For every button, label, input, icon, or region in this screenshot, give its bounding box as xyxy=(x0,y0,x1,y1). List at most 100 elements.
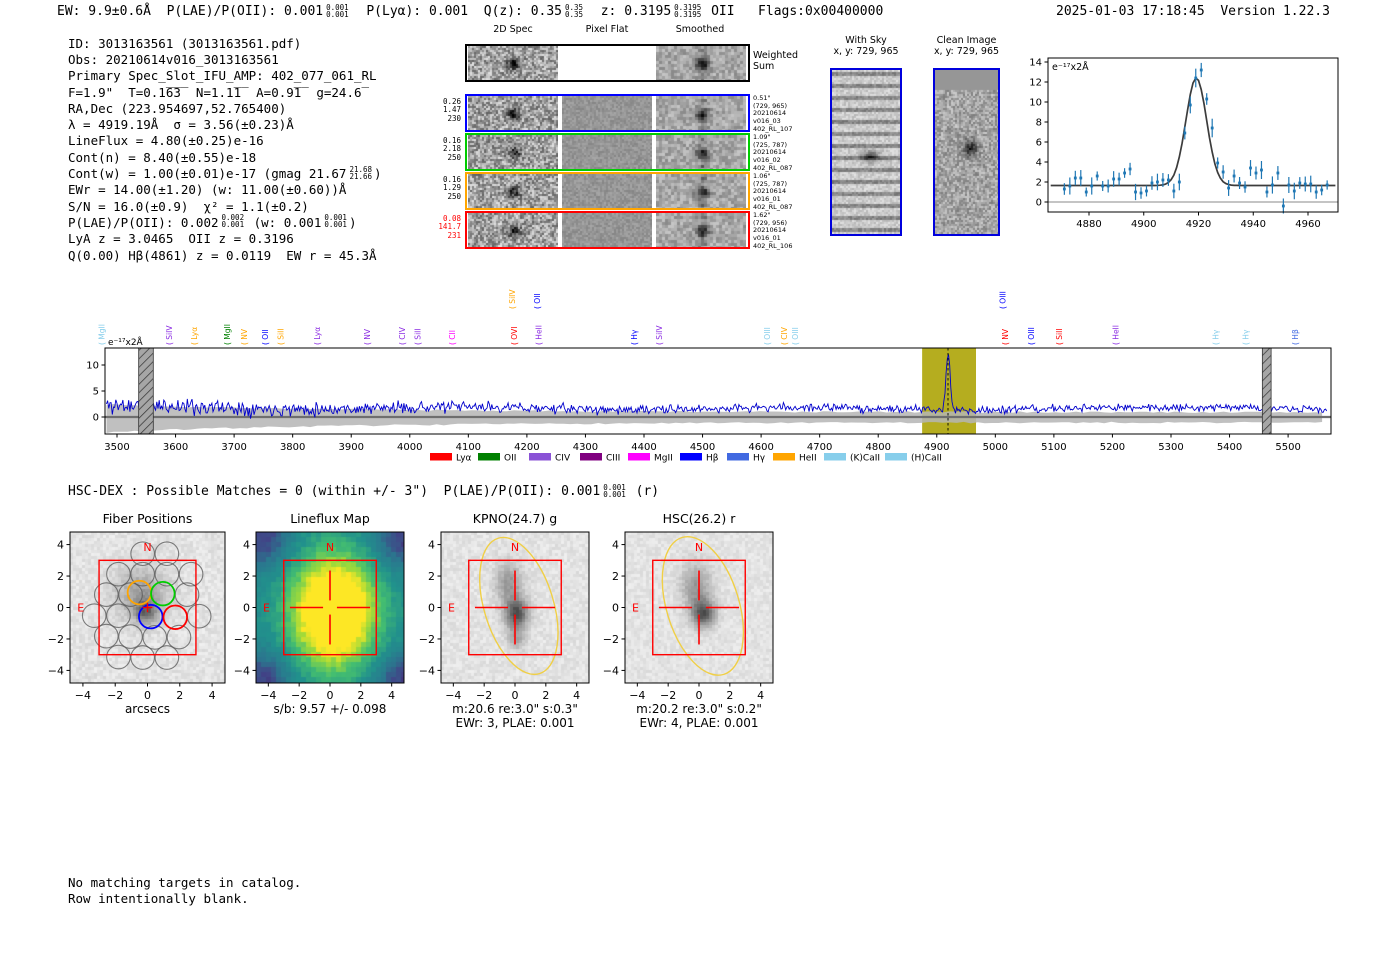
spec2d-image xyxy=(468,174,558,208)
compass-north: N xyxy=(695,541,703,554)
x-tick-label: −4 xyxy=(445,689,461,702)
emission-line-label: ( NV xyxy=(363,328,372,345)
x-tick-label: 4000 xyxy=(397,442,422,453)
fraction-part: 0.35 xyxy=(565,9,584,19)
kpno-g-image xyxy=(441,532,589,683)
info-line: LineFlux = 4.80(±0.25)e-16 xyxy=(68,133,382,149)
x-tick-label: 4800 xyxy=(865,442,890,453)
data-point xyxy=(1303,182,1307,186)
fraction-part: 0.001 xyxy=(324,220,347,230)
y-tick-label: −4 xyxy=(234,664,250,677)
panel-kpno-24-7-g: N E −4 −4 −2 −2 0 0 2 2 4 4 KPNO(24.7) g m:20.6 re:3.… xyxy=(419,511,590,730)
x-tick-label: 4100 xyxy=(456,442,481,453)
data-point xyxy=(1210,126,1214,130)
text-token: Obs: 20210614v016_3013163561 xyxy=(68,51,279,67)
fraction-part: 0.3195 xyxy=(674,2,702,12)
fiber-circle xyxy=(81,603,107,629)
y-tick-label: −4 xyxy=(48,664,64,677)
legend-swatch xyxy=(580,453,602,461)
data-point xyxy=(1150,181,1154,185)
x-tick-label: 2 xyxy=(176,689,183,702)
y-tick-label: 5 xyxy=(93,387,99,398)
x-tick-label: 4900 xyxy=(1131,219,1156,230)
y-tick-label: 4 xyxy=(243,539,250,552)
text-token: Cont(n) = 8.40(±0.55)e-18 xyxy=(68,149,257,165)
emission-line-label: ( SiIV xyxy=(508,289,517,309)
data-point xyxy=(1145,189,1148,193)
axis-box xyxy=(255,531,405,684)
compass-north: N xyxy=(143,541,151,554)
text-token: (r) xyxy=(627,484,660,499)
panel-xlabel: m:20.2 re:3.0" s:0.2" xyxy=(636,702,762,716)
fiber-circle xyxy=(154,541,180,567)
text-token: ) xyxy=(348,214,357,230)
data-point xyxy=(1292,189,1296,193)
emission-line-label: ( SiIV xyxy=(165,325,174,345)
selected-fiber-circle xyxy=(150,580,176,607)
panel-xlabel: m:20.6 re:3.0" s:0.3" xyxy=(452,702,578,716)
emission-line-label: ( Lyα xyxy=(313,327,322,345)
fiber-circle xyxy=(93,623,119,649)
data-point xyxy=(1183,131,1187,135)
data-point xyxy=(1079,176,1083,180)
data-point xyxy=(1243,185,1247,189)
x-tick-label: 3800 xyxy=(280,442,305,453)
pixel-flat-image xyxy=(562,174,652,208)
x-tick-label: 4 xyxy=(388,689,395,702)
selected-fiber-circle xyxy=(162,604,188,630)
compass-east: E xyxy=(448,602,455,615)
legend-label: (K)CaII xyxy=(850,454,880,464)
text-token: P(LAE)/P(OII): 0.002 xyxy=(68,214,219,230)
masked-band-hatch xyxy=(138,348,154,434)
emission-line-label: ( Hγ xyxy=(1211,329,1220,345)
legend-swatch xyxy=(478,453,500,461)
info-line: Q(0.00) Hβ(4861) z = 0.0119 EW r = 45.3Å xyxy=(68,247,382,263)
cutout-left-label: 0.26 1.47 230 xyxy=(442,97,461,123)
data-point xyxy=(1249,166,1252,170)
emission-line-label: ( OIII xyxy=(998,291,1007,309)
info-line: λ = 4919.19Å σ = 3.56(±0.23)Å xyxy=(68,116,382,132)
legend-label: CIV xyxy=(555,454,571,464)
extraction-box xyxy=(283,559,377,656)
fiber-circle xyxy=(118,582,143,607)
x-tick-label: 0 xyxy=(144,689,151,702)
x-tick-label: 4400 xyxy=(631,442,656,453)
data-point xyxy=(1265,190,1269,194)
fiber-circle xyxy=(142,625,168,650)
data-point xyxy=(1276,171,1280,175)
fraction-part: 0.001 xyxy=(326,2,349,12)
info-line: ID: 3013163561 (3013163561.pdf) xyxy=(68,35,382,51)
data-point xyxy=(1298,181,1302,185)
y-tick-label: 10 xyxy=(1029,98,1042,109)
data-point xyxy=(1101,184,1105,188)
legend-swatch xyxy=(529,453,551,461)
fiber-circle xyxy=(186,603,212,629)
text-token: Primary Spec_Slot_IFU_AMP: 402_077_061_R… xyxy=(68,68,377,84)
data-point xyxy=(1216,161,1220,165)
panel-fiber-positions: N E −4 −4 −2 −2 0 0 2 2 4 4 Fiber Positions arcsecs xyxy=(48,511,226,716)
x-tick-label: 2 xyxy=(726,689,733,702)
fiber-circle xyxy=(130,561,155,587)
x-tick-label: 5200 xyxy=(1100,442,1125,453)
y-axis-units-label: e⁻¹⁷x2Å xyxy=(108,336,144,348)
text-token: LineFlux = 4.80(±0.25)e-16 xyxy=(68,133,264,149)
compass-east: E xyxy=(632,602,639,615)
axis-box xyxy=(1047,57,1339,213)
legend-label: Hγ xyxy=(753,454,766,464)
stacked-fraction: 0.001 0.001 xyxy=(326,2,349,18)
data-point xyxy=(1134,190,1137,194)
data-point xyxy=(1062,187,1066,191)
fiber-circle xyxy=(93,582,119,607)
footer-notes: No matching targets in catalog. Row inte… xyxy=(68,875,302,906)
y-tick-label: 0 xyxy=(243,602,250,615)
cutout-column-title: Smoothed xyxy=(675,24,725,35)
emission-line-label: ( MgII xyxy=(98,324,107,345)
cutout-right-label: 1.62" (729, 956) 20210614 v016_01 402_RL… xyxy=(753,211,793,250)
legend-label: HeII xyxy=(799,454,817,464)
y-tick-label: 4 xyxy=(428,539,435,552)
x-tick-label: 4 xyxy=(209,689,216,702)
fiber-circle xyxy=(154,561,180,587)
axis-box xyxy=(624,531,774,684)
extraction-box xyxy=(652,559,746,656)
x-tick-label: 4940 xyxy=(1241,219,1266,230)
